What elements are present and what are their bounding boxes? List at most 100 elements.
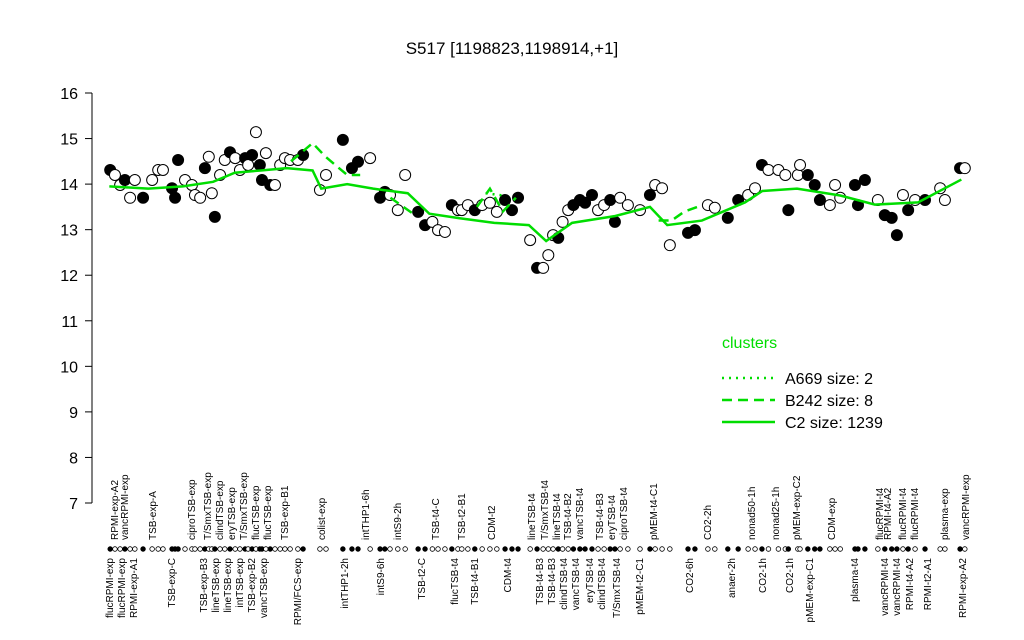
sample-label: TSB-t4-B2 — [563, 493, 574, 540]
sample-label: lineTSB-t4 — [552, 493, 563, 540]
rug-dot — [894, 546, 900, 552]
sample-label: CO2-1h — [785, 558, 796, 593]
rug-dot — [387, 546, 393, 552]
rug-dot — [577, 546, 583, 552]
point — [749, 182, 762, 195]
rug-dot — [745, 546, 751, 552]
rug-dot — [192, 546, 198, 552]
rug-dot — [509, 546, 515, 552]
sample-label: T/SmxTSB-t4 — [612, 558, 623, 618]
rug-dot — [759, 546, 765, 552]
rug-dot — [855, 546, 861, 552]
sample-label: vancRPMI-t4 — [880, 558, 891, 616]
rug-dot — [277, 546, 283, 552]
sample-label: lineTSB-exp — [223, 558, 234, 613]
legend-title: clusters — [722, 335, 777, 352]
rug-dot — [227, 546, 233, 552]
rug-dot — [692, 546, 698, 552]
point — [412, 205, 425, 218]
rug-dot — [882, 546, 888, 552]
rug-dot — [340, 546, 346, 552]
rug-dot — [212, 546, 218, 552]
point — [194, 191, 207, 204]
rug-dot — [140, 546, 146, 552]
point — [146, 174, 159, 187]
rug-dot — [377, 546, 383, 552]
rug-dot — [565, 546, 571, 552]
point — [858, 174, 871, 187]
point — [438, 225, 451, 238]
rug-dot — [429, 546, 436, 552]
rug-dot — [182, 546, 188, 552]
rug-dot — [197, 546, 203, 552]
rug-dot — [775, 546, 782, 552]
sample-label: CDM-exp — [827, 497, 838, 540]
rug-dot — [282, 546, 288, 552]
y-tick-label: 14 — [60, 177, 78, 194]
point — [172, 153, 185, 166]
rug-dot — [300, 546, 306, 552]
point — [108, 169, 121, 181]
point — [829, 179, 842, 192]
sample-label: RPMI/FCS-exp — [293, 558, 304, 626]
rug-dot — [652, 546, 658, 552]
point — [808, 179, 821, 192]
point — [268, 179, 281, 192]
rug-dot — [267, 546, 273, 552]
rug-dot — [705, 546, 711, 552]
sample-label: RPMI-t2-A1 — [923, 558, 934, 611]
rug-dot — [272, 546, 278, 552]
rug-dot — [355, 546, 361, 552]
sample-label: clindTSB-t4 — [597, 558, 608, 610]
point — [336, 133, 349, 146]
sample-label: flucTSB-exp — [251, 485, 262, 540]
point — [890, 229, 903, 242]
point — [813, 194, 826, 207]
rug-dot — [612, 546, 618, 552]
sample-label: intTHP1-6h — [361, 489, 372, 540]
sample-label: RPMI-exp-A1 — [129, 558, 140, 618]
rug-dot — [785, 546, 792, 552]
rug-dot — [862, 546, 868, 552]
point — [205, 187, 218, 200]
sample-label: lineTSB-t4 — [527, 493, 538, 540]
point — [118, 174, 131, 187]
rug-dot — [889, 546, 895, 552]
rug-dot — [942, 546, 948, 552]
rug-dot — [765, 546, 772, 552]
sample-label: TSB-exp-C — [167, 558, 178, 607]
rug-dot — [349, 546, 355, 552]
rug-dot — [659, 546, 665, 552]
rug-dot — [175, 546, 181, 552]
point — [202, 150, 215, 163]
point — [779, 169, 792, 181]
rug-dot — [395, 546, 401, 552]
legend-label: C2 size: 1239 — [785, 415, 883, 432]
rug-dot — [607, 546, 613, 552]
sample-label: TSB-exp-B2 — [247, 558, 258, 613]
sample-label: colist-exp — [317, 497, 328, 540]
point — [137, 191, 150, 204]
y-tick-label: 7 — [69, 496, 78, 513]
point — [938, 194, 951, 207]
rug-dot — [459, 546, 465, 552]
sample-label: CO2-2h — [703, 505, 714, 540]
sample-label: RPMI-exp-A2 — [958, 558, 969, 618]
rug-dot — [905, 546, 911, 552]
sample-label: nonad50-1h — [747, 487, 758, 540]
sample-label: RPMI-exp-A2 — [110, 480, 121, 540]
sample-label: clindTSB-exp — [215, 480, 226, 540]
rug-dot — [805, 546, 811, 552]
sample-label: CDM-t2 — [487, 505, 498, 540]
rug-dot — [442, 546, 448, 552]
y-tick-label: 13 — [60, 223, 78, 240]
rug-dot — [132, 546, 138, 552]
point — [352, 155, 365, 168]
point — [169, 191, 182, 204]
point — [708, 201, 721, 214]
sample-label: T/SmxTSB-t4 — [540, 480, 551, 540]
sample-label: RPMI-t4-A2 — [905, 558, 916, 611]
sample-label: TSB-t4-C — [431, 498, 442, 540]
point — [297, 148, 310, 161]
sample-label: eryTSB-t4 — [585, 558, 596, 603]
